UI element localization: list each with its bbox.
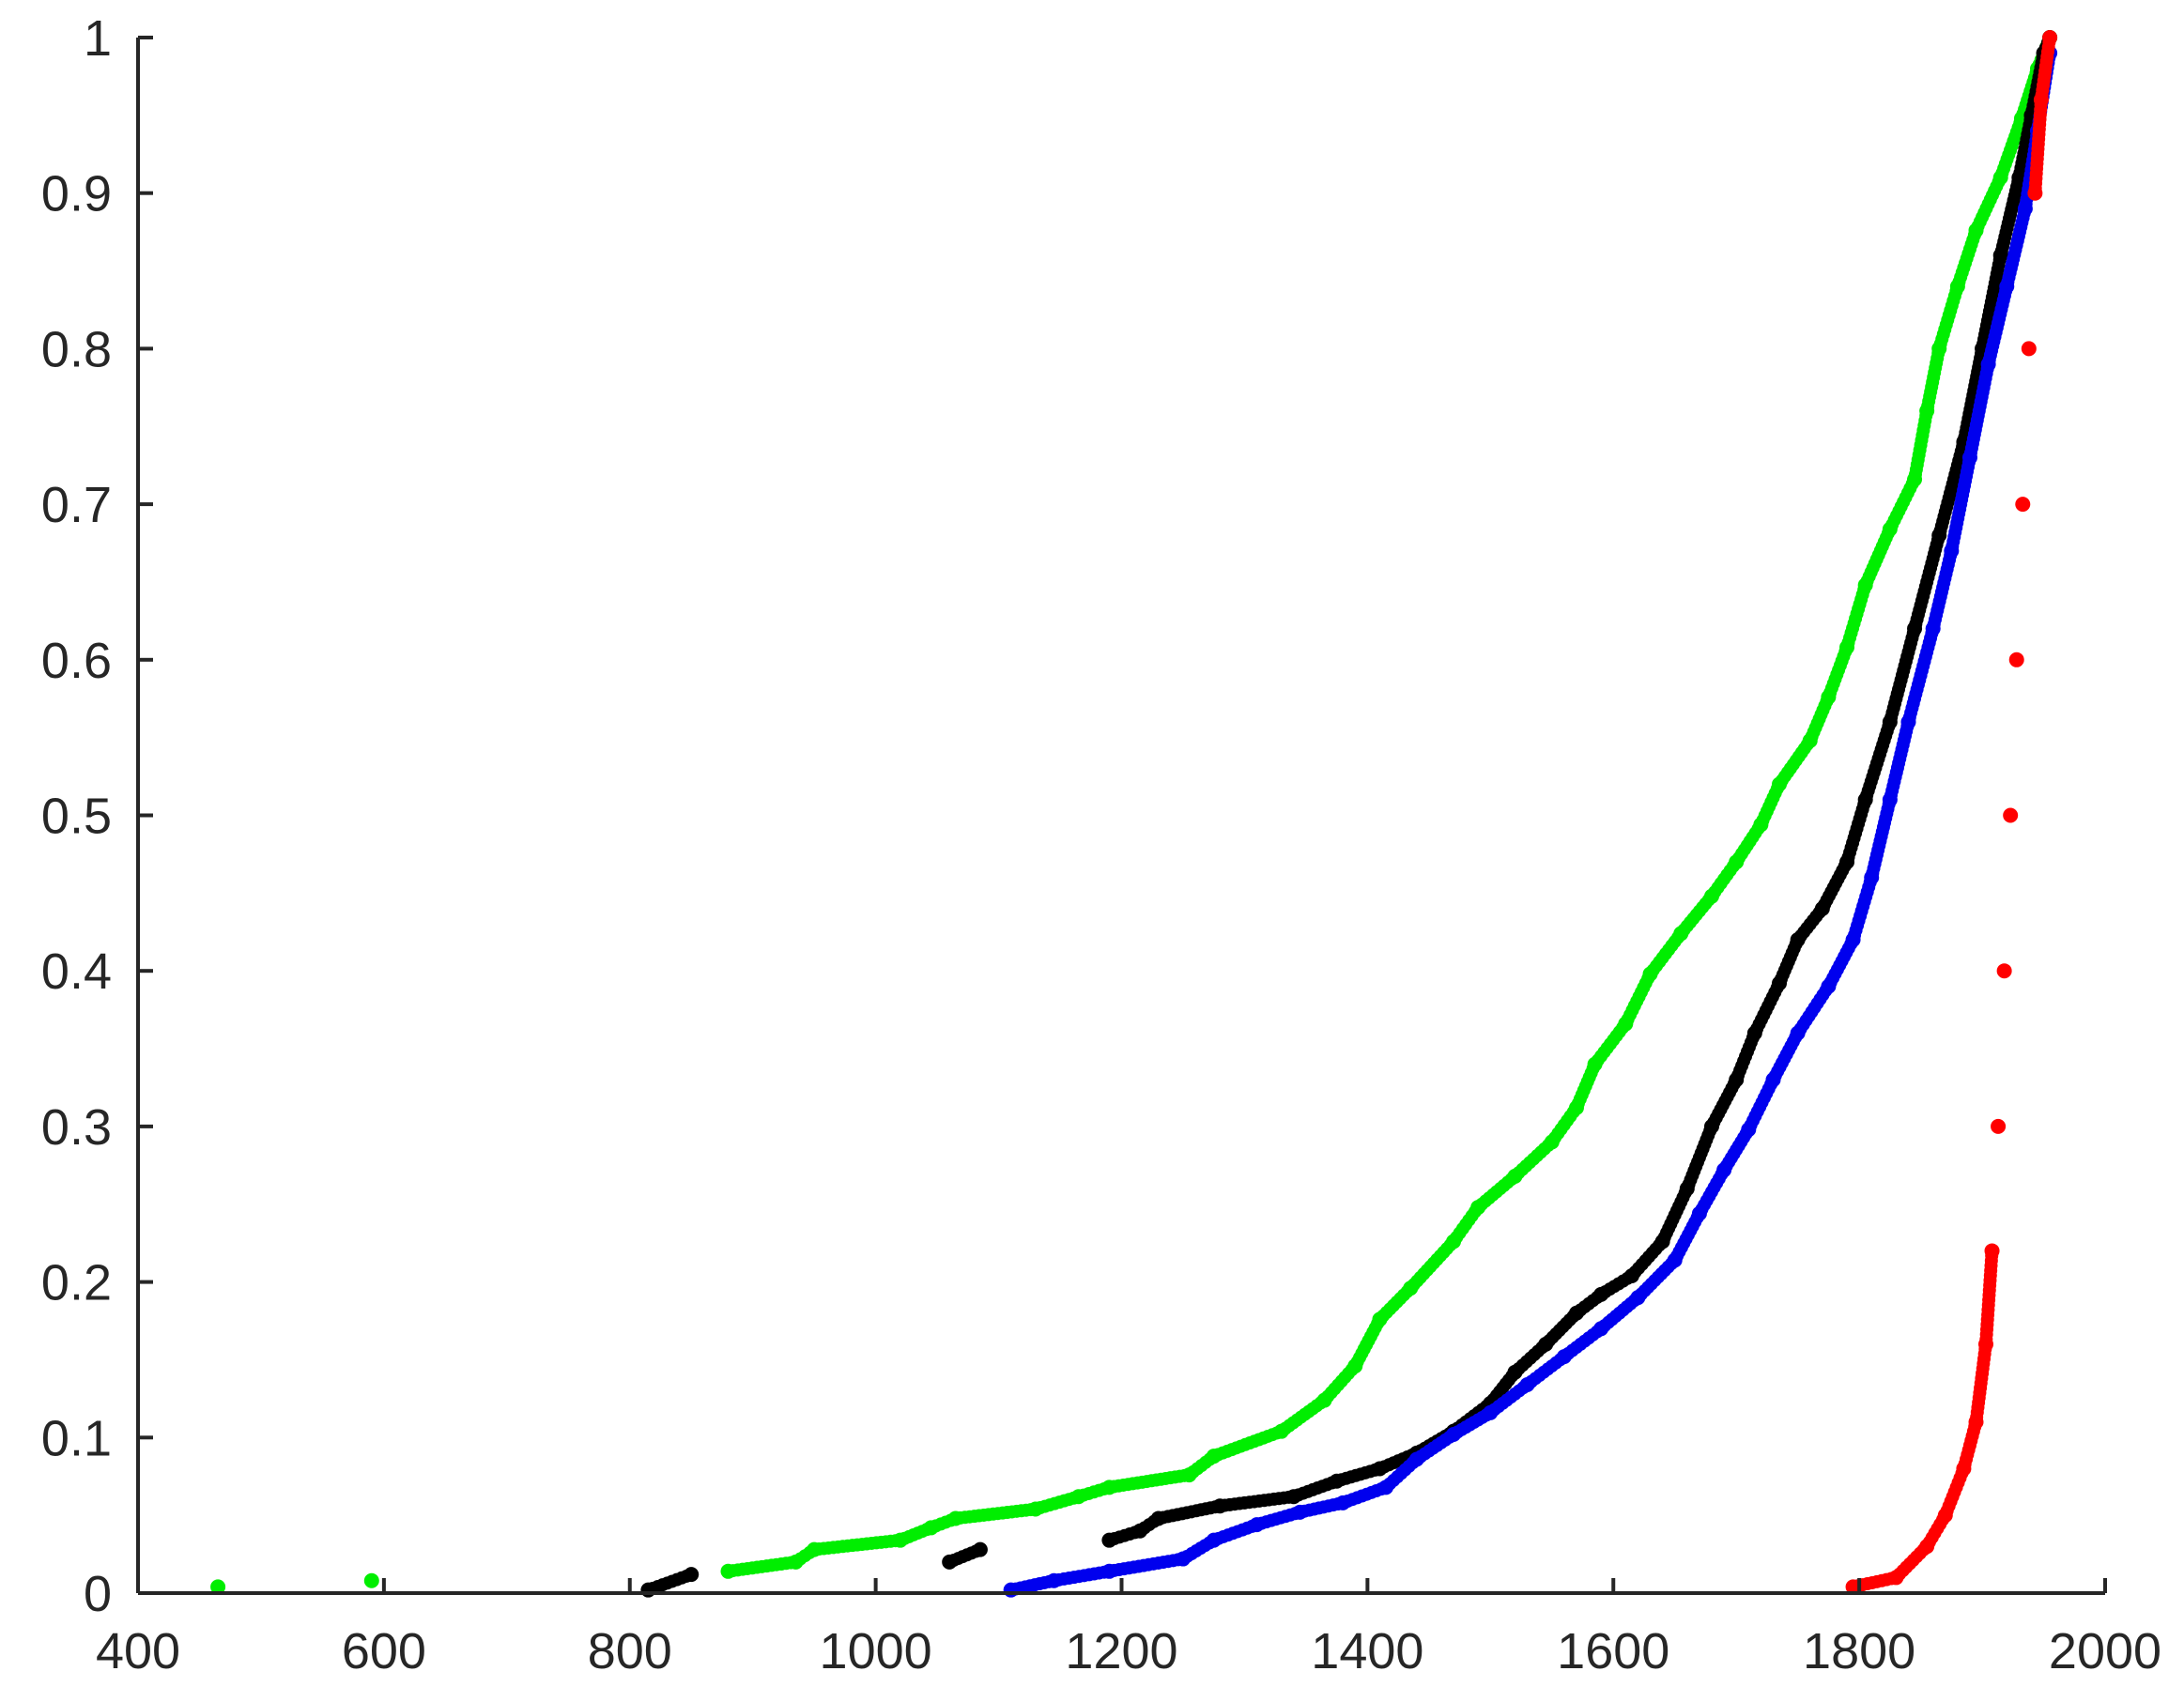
- x-tick-label: 600: [342, 1623, 426, 1679]
- series-3: [1845, 30, 2058, 1595]
- data-point: [972, 1541, 988, 1557]
- x-tick-label: 1600: [1557, 1623, 1669, 1679]
- y-tick-label: 0: [84, 1566, 112, 1622]
- data-point: [2008, 652, 2024, 667]
- y-tick-label: 1: [84, 10, 112, 67]
- axes: [136, 38, 2105, 1595]
- x-tick-label: 1400: [1311, 1623, 1423, 1679]
- data-point: [1984, 1243, 2000, 1259]
- data-point: [2003, 807, 2019, 823]
- data-point: [1991, 1118, 2007, 1134]
- x-tick-label: 1200: [1065, 1623, 1177, 1679]
- x-tick-label: 2000: [2049, 1623, 2161, 1679]
- x-tick-label: 1800: [1803, 1623, 1915, 1679]
- x-ticks: 400 600 800 1000 1200 1400 1600 1800 2000: [96, 1578, 2161, 1679]
- y-tick-label: 0.5: [41, 789, 112, 845]
- y-tick-label: 0.3: [41, 1099, 112, 1156]
- y-tick-label: 0.7: [41, 477, 112, 533]
- y-tick-label: 0.4: [41, 943, 112, 1000]
- y-tick-label: 0.1: [41, 1410, 112, 1466]
- data-point: [363, 1572, 379, 1588]
- data-point: [2021, 341, 2037, 357]
- data-marks: [210, 30, 2058, 1598]
- x-tick-label: 1000: [820, 1623, 932, 1679]
- y-tick-label: 0.9: [41, 166, 112, 222]
- data-point: [684, 1567, 700, 1583]
- data-point: [2042, 30, 2058, 45]
- series-0: [210, 30, 2058, 1595]
- x-tick-label: 400: [96, 1623, 180, 1679]
- y-ticks: 0 0.1 0.2 0.3 0.4 0.5 0.6 0.7 0.8 0.9 1: [41, 10, 153, 1622]
- data-point: [1996, 963, 2012, 979]
- y-tick-label: 0.8: [41, 321, 112, 377]
- x-tick-label: 800: [588, 1623, 672, 1679]
- y-tick-label: 0.6: [41, 633, 112, 689]
- series-2: [1003, 45, 2058, 1598]
- y-tick-label: 0.2: [41, 1255, 112, 1311]
- data-point: [2015, 497, 2031, 513]
- data-point: [210, 1579, 226, 1595]
